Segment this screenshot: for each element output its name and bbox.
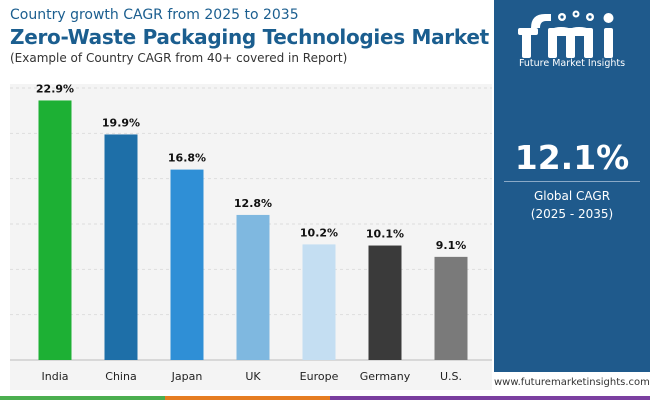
global-cagr-label: Global CAGR	[533, 189, 611, 203]
chart-header: Country growth CAGR from 2025 to 2035 Ze…	[10, 6, 490, 66]
data-label: 22.9%	[36, 82, 74, 95]
chart-subtitle: (Example of Country CAGR from 40+ covere…	[10, 51, 348, 65]
x-tick-label: Japan	[171, 370, 203, 383]
website-link[interactable]: www.futuremarketinsights.com	[494, 377, 650, 388]
bar	[434, 256, 468, 360]
footer-stripe-green	[0, 396, 165, 400]
footer-stripe-orange	[165, 396, 330, 400]
x-tick-label: China	[105, 370, 136, 383]
global-cagr-period: (2025 - 2035)	[530, 207, 614, 221]
bar	[38, 100, 72, 360]
footer-stripe-purple	[330, 396, 650, 400]
x-tick-label: UK	[245, 370, 261, 383]
footer-stripe	[0, 396, 650, 400]
chart-eyebrow: Country growth CAGR from 2025 to 2035	[10, 7, 299, 23]
logo-wordmark: Future Market Insights	[518, 58, 626, 69]
bar	[368, 245, 402, 360]
data-label: 19.9%	[102, 116, 140, 129]
global-cagr-value: 12.1%	[514, 138, 630, 177]
kpi-divider	[504, 181, 640, 182]
data-label: 10.2%	[300, 226, 338, 239]
data-label: 10.1%	[366, 228, 404, 241]
x-tick-label: India	[42, 370, 69, 383]
bar	[302, 244, 336, 360]
x-tick-label: Europe	[300, 370, 339, 383]
data-label: 12.8%	[234, 197, 272, 210]
fmi-logo-icon	[518, 10, 614, 58]
x-tick-label: Germany	[360, 370, 411, 383]
data-label: 16.8%	[168, 152, 206, 165]
summary-panel: Future Market Insights 12.1% Global CAGR…	[494, 0, 650, 372]
bar	[236, 214, 270, 360]
chart-title: Zero-Waste Packaging Technologies Market	[10, 25, 489, 49]
bar	[104, 134, 138, 360]
bar-chart: 22.9% India 19.9% China 16.8% Japan 12.8% UK 10.…	[10, 82, 492, 383]
bar	[170, 169, 204, 360]
data-label: 9.1%	[436, 239, 467, 252]
x-tick-label: U.S.	[440, 370, 462, 383]
